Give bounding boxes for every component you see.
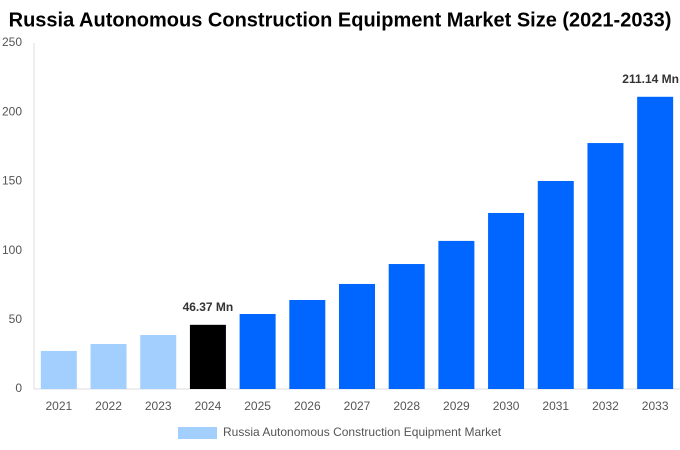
x-tick-label: 2029 <box>443 399 470 413</box>
x-tick-label: 2027 <box>344 399 371 413</box>
bar <box>438 240 475 389</box>
x-tick-label: 2032 <box>592 399 619 413</box>
legend-swatch <box>178 427 217 439</box>
bar <box>587 143 624 389</box>
y-tick-label: 0 <box>15 381 22 395</box>
bar <box>388 264 425 389</box>
x-tick-label: 2031 <box>542 399 569 413</box>
y-tick-label: 150 <box>2 174 22 188</box>
bar <box>90 344 127 389</box>
x-tick-label: 2028 <box>393 399 420 413</box>
chart-title: Russia Autonomous Construction Equipment… <box>9 9 672 31</box>
x-tick-label: 2033 <box>642 399 669 413</box>
x-tick-label: 2030 <box>493 399 520 413</box>
y-tick-label: 50 <box>9 312 23 326</box>
bar <box>140 335 177 389</box>
y-tick-label: 100 <box>2 243 22 257</box>
x-tick-label: 2021 <box>45 399 72 413</box>
bar <box>239 313 276 389</box>
x-tick-label: 2022 <box>95 399 122 413</box>
y-tick-label: 250 <box>2 35 22 49</box>
value-label: 211.14 Mn <box>622 72 679 86</box>
x-tick-label: 2025 <box>244 399 271 413</box>
bar <box>488 212 525 389</box>
bar <box>40 350 77 389</box>
bar <box>339 283 375 389</box>
bar <box>189 324 226 389</box>
x-tick-label: 2023 <box>145 399 172 413</box>
bar <box>637 96 674 390</box>
value-label: 46.37 Mn <box>183 300 234 314</box>
bar <box>289 300 326 389</box>
y-tick-label: 200 <box>2 104 22 118</box>
x-tick-label: 2024 <box>195 399 222 413</box>
x-tick-label: 2026 <box>294 399 321 413</box>
bar <box>537 180 574 389</box>
legend-label: Russia Autonomous Construction Equipment… <box>223 425 502 439</box>
